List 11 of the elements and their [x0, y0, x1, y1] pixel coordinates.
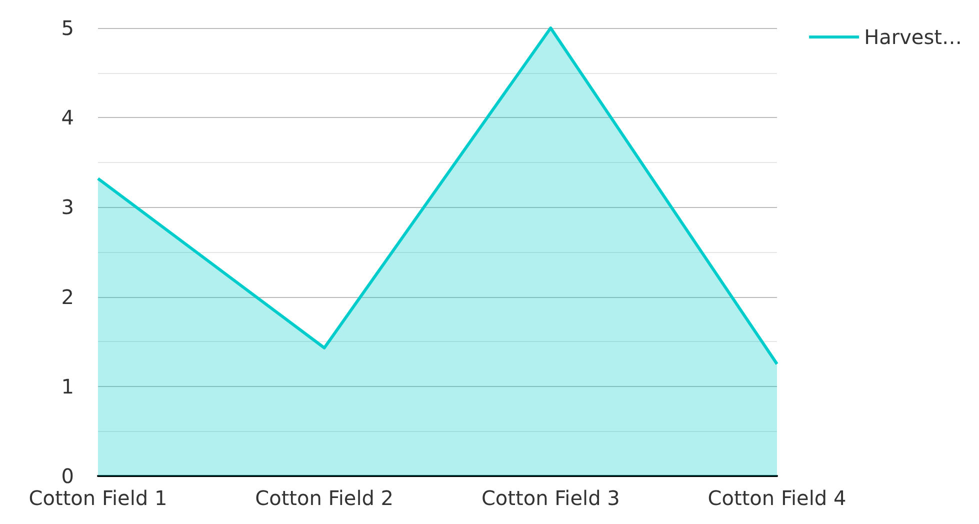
- y-tick-label: 2: [61, 284, 74, 309]
- x-tick-label: Cotton Field 3: [481, 486, 620, 510]
- y-tick-label: 0: [61, 464, 74, 488]
- x-tick-label: Cotton Field 1: [28, 486, 168, 510]
- y-tick-label: 1: [61, 374, 74, 398]
- y-tick-label: 5: [61, 16, 74, 40]
- x-tick-label: Cotton Field 4: [708, 486, 846, 510]
- x-tick-label: Cotton Field 2: [255, 486, 394, 510]
- legend-label: Harvest…: [864, 25, 962, 49]
- y-tick-label: 3: [61, 195, 74, 220]
- y-tick-label: 4: [61, 106, 74, 130]
